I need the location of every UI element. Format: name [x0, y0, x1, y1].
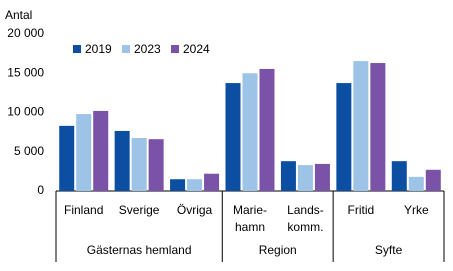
bar — [391, 161, 407, 191]
bar — [187, 179, 203, 191]
bar — [280, 161, 296, 191]
x-tick-label: Yrke — [403, 203, 429, 217]
legend-label: 2019 — [85, 42, 112, 56]
x-tick-label: Marie- hamn — [232, 203, 267, 234]
y-tick-label: 5 000 — [14, 144, 44, 158]
bar — [59, 125, 75, 191]
group-label: Region — [259, 243, 297, 257]
bar — [297, 165, 313, 191]
legend-swatch — [171, 45, 179, 53]
legend-swatch — [122, 45, 130, 53]
bar — [336, 83, 352, 191]
legend-label: 2023 — [134, 42, 161, 56]
group-label: Gästernas hemland — [87, 243, 192, 257]
bar — [170, 179, 186, 191]
y-tick-label: 10 000 — [7, 105, 44, 119]
bar — [114, 130, 130, 191]
bar — [425, 169, 441, 191]
bar — [148, 139, 164, 191]
legend-label: 2024 — [183, 42, 210, 56]
x-tick-label: Sverige — [118, 203, 160, 217]
y-tick-label: 15 000 — [7, 65, 44, 79]
bar — [93, 110, 109, 191]
bar — [353, 61, 369, 191]
bar — [259, 68, 275, 191]
bar — [131, 138, 147, 191]
x-tick-label: Lands- komm. — [287, 203, 324, 234]
x-tick-label: Finland — [64, 203, 104, 217]
bar — [370, 63, 386, 191]
bar — [314, 163, 330, 191]
x-tick-label: Övriga — [176, 203, 213, 217]
bar — [76, 114, 92, 191]
legend-swatch — [73, 45, 81, 53]
y-axis-title: Antal — [5, 8, 32, 22]
y-tick-label: 0 — [37, 183, 44, 197]
y-tick-label: 20 000 — [7, 26, 44, 40]
x-tick-label: Fritid — [347, 203, 375, 217]
bar — [225, 83, 241, 191]
bar — [408, 176, 424, 191]
group-label: Syfte — [375, 243, 403, 257]
bar — [204, 173, 220, 191]
bar — [242, 73, 258, 191]
